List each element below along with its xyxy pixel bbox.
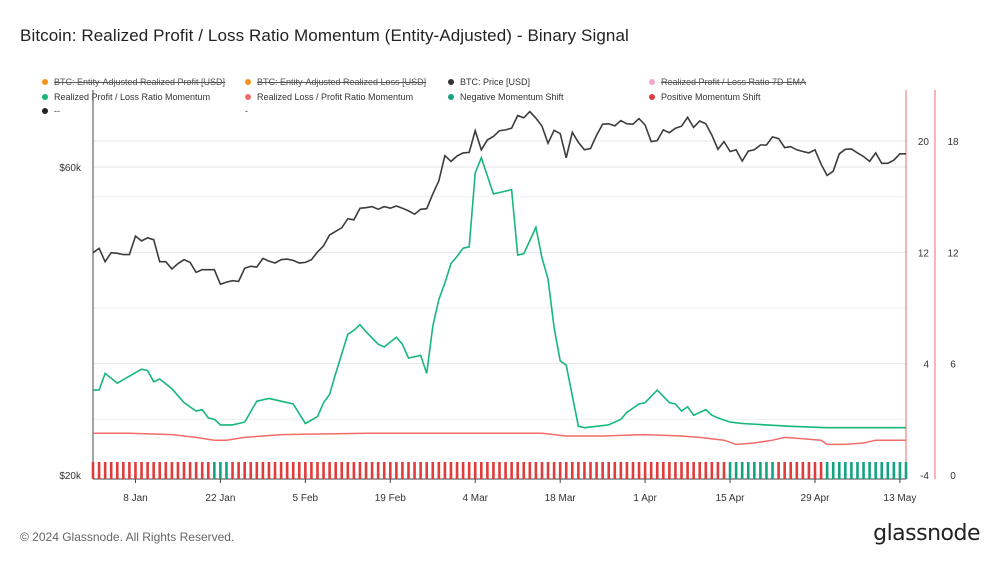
legend-label: Realized Profit / Loss Ratio Momentum xyxy=(54,92,211,102)
x-tick-label: 15 Apr xyxy=(716,493,746,504)
legend-marker-icon xyxy=(649,79,655,85)
price-line xyxy=(92,110,906,286)
legend-label: Realized Profit / Loss Ratio 7D-EMA xyxy=(661,77,807,87)
legend-marker-icon xyxy=(245,94,251,100)
y-tick-label-ratio: 4 xyxy=(923,360,929,371)
x-tick-label: 19 Feb xyxy=(375,493,407,504)
y-tick-label-signal: 0 xyxy=(950,471,956,482)
legend-item-price[interactable]: BTC: Price [USD] xyxy=(448,77,530,87)
legend-marker-icon xyxy=(42,94,48,100)
y-tick-label-signal: 12 xyxy=(947,248,959,259)
y-tick-label-ratio: -4 xyxy=(920,471,929,482)
copyright-footer: © 2024 Glassnode. All Rights Reserved. xyxy=(20,530,235,544)
legend-marker-icon xyxy=(448,94,454,100)
y-tick-label-price: $60k xyxy=(59,163,82,174)
legend-item-unnamed-2[interactable]: - xyxy=(245,106,248,116)
legend-label: BTC: Entity-Adjusted Realized Profit [US… xyxy=(54,77,226,87)
y-tick-label-ratio: 20 xyxy=(918,137,930,148)
y-tick-label-price: $20k xyxy=(59,471,82,482)
legend-marker-icon xyxy=(42,108,48,114)
loss-momentum-line xyxy=(93,432,906,446)
y-tick-label-signal: 18 xyxy=(947,137,959,148)
legend-item-realized-profit[interactable]: BTC: Entity-Adjusted Realized Profit [US… xyxy=(42,77,225,87)
x-tick-label: 29 Apr xyxy=(801,493,831,504)
x-tick-label: 8 Jan xyxy=(123,493,147,504)
legend-label: Realized Loss / Profit Ratio Momentum xyxy=(257,92,414,102)
x-tick-label: 5 Feb xyxy=(293,493,319,504)
legend-item-realized-loss[interactable]: BTC: Entity-Adjusted Realized Loss [USD] xyxy=(245,77,426,87)
y-tick-label-ratio: 12 xyxy=(918,248,930,259)
legend-item-profit-momentum[interactable]: Realized Profit / Loss Ratio Momentum xyxy=(42,92,210,102)
legend-marker-icon xyxy=(42,79,48,85)
legend-label: BTC: Price [USD] xyxy=(460,77,531,87)
glassnode-logo: glassnode xyxy=(873,521,980,546)
legend-marker-icon xyxy=(649,94,655,100)
legend-marker-icon xyxy=(245,79,251,85)
legend-item-unnamed-1[interactable]: -- xyxy=(42,106,60,116)
x-tick-label: 13 May xyxy=(884,493,917,504)
profit-momentum-line xyxy=(93,155,906,429)
legend-label: BTC: Entity-Adjusted Realized Loss [USD] xyxy=(257,77,427,87)
legend: BTC: Entity-Adjusted Realized Profit [US… xyxy=(42,77,902,117)
legend-label: Positive Momentum Shift xyxy=(661,92,761,102)
legend-item-positive-shift[interactable]: Positive Momentum Shift xyxy=(649,92,761,102)
legend-marker-icon xyxy=(448,79,454,85)
y-tick-label-signal: 6 xyxy=(950,360,956,371)
legend-label: - xyxy=(245,106,248,116)
legend-item-ratio-ema[interactable]: Realized Profit / Loss Ratio 7D-EMA xyxy=(649,77,806,87)
x-tick-label: 1 Apr xyxy=(633,493,657,504)
legend-label: Negative Momentum Shift xyxy=(460,92,564,102)
x-tick-label: 18 Mar xyxy=(545,493,577,504)
x-tick-label: 4 Mar xyxy=(462,493,488,504)
legend-label: -- xyxy=(54,106,60,116)
x-tick-label: 22 Jan xyxy=(205,493,235,504)
legend-item-loss-momentum[interactable]: Realized Loss / Profit Ratio Momentum xyxy=(245,92,413,102)
chart-title: Bitcoin: Realized Profit / Loss Ratio Mo… xyxy=(20,26,629,45)
legend-item-negative-shift[interactable]: Negative Momentum Shift xyxy=(448,92,564,102)
